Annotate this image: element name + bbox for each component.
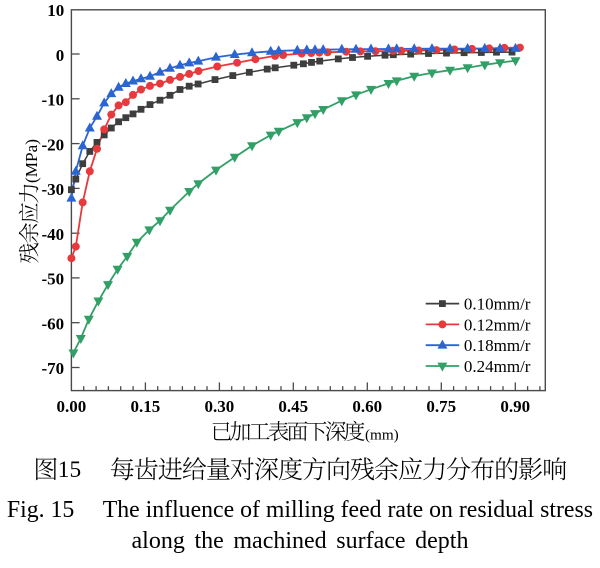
svg-text:The influence of milling feed: The influence of milling feed rate on re… <box>103 497 593 523</box>
svg-text:0: 0 <box>56 46 65 65</box>
svg-text:-20: -20 <box>42 135 65 154</box>
svg-text:0.15: 0.15 <box>131 397 161 416</box>
svg-text:0.30: 0.30 <box>205 397 235 416</box>
svg-text:0.12mm/r: 0.12mm/r <box>464 315 531 334</box>
svg-text:10: 10 <box>47 1 64 20</box>
svg-text:0.75: 0.75 <box>426 397 456 416</box>
svg-text:0.90: 0.90 <box>500 397 530 416</box>
svg-text:0.60: 0.60 <box>352 397 382 416</box>
svg-text:along the machined surface dep: along the machined surface depth <box>132 528 469 554</box>
svg-text:15: 15 <box>58 457 81 483</box>
svg-text:-30: -30 <box>42 180 65 199</box>
svg-text:0.00: 0.00 <box>57 397 87 416</box>
svg-text:0.45: 0.45 <box>278 397 308 416</box>
svg-text:0.10mm/r: 0.10mm/r <box>464 295 531 314</box>
svg-text:-50: -50 <box>42 270 65 289</box>
svg-text:-70: -70 <box>42 359 65 378</box>
svg-text:-40: -40 <box>42 225 65 244</box>
svg-text:(MPa): (MPa) <box>22 139 41 183</box>
svg-text:(mm): (mm) <box>365 426 399 443</box>
svg-text:Fig. 15: Fig. 15 <box>7 497 74 523</box>
svg-text:-10: -10 <box>42 91 65 110</box>
svg-text:0.24mm/r: 0.24mm/r <box>464 357 531 376</box>
svg-text:-60: -60 <box>42 314 65 333</box>
svg-text:0.18mm/r: 0.18mm/r <box>464 336 531 355</box>
